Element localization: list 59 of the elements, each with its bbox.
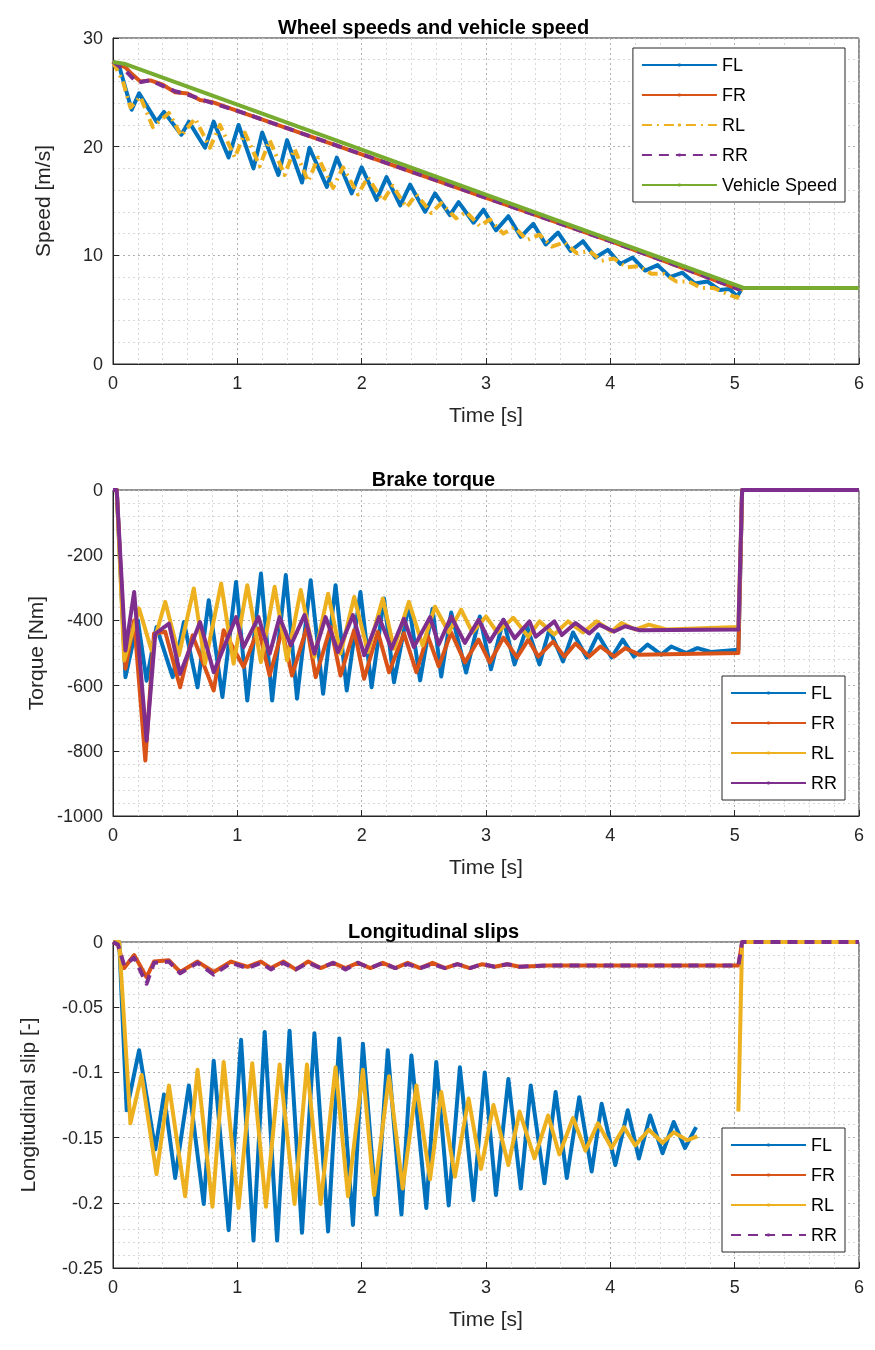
legend-label: FL [811,683,833,703]
x-tick-label: 5 [729,825,740,845]
y-tick-label: -1000 [56,806,103,826]
chart-title: Brake torque [371,468,496,490]
x-tick-label: 4 [605,825,616,845]
y-tick-label: -0.05 [61,997,103,1018]
y-tick-label: -0.25 [61,1258,103,1278]
y-tick-label: -0.1 [71,1062,103,1083]
legend-label: FL [811,1135,833,1155]
x-tick-label: 1 [232,1277,243,1297]
x-axis-title: Time [s] [449,1307,523,1330]
y-tick-label: -400 [66,610,103,631]
x-tick-label: 0 [107,825,119,845]
x-tick-label: 4 [605,373,616,393]
y-tick-label: -800 [66,740,103,761]
legend-label: FL [721,55,743,75]
y-tick-label: 0 [92,932,103,952]
x-tick-label: 3 [480,373,492,393]
x-tick-label: 6 [853,373,864,393]
legend-label: FR [721,85,746,105]
chart-title: Longitudinal slips [347,920,520,942]
chart-title: Wheel speeds and vehicle speed [277,16,590,38]
y-tick-label: 0 [92,480,103,500]
x-tick-label: 1 [232,373,243,393]
x-tick-label: 6 [853,1277,864,1297]
legend-label: RR [811,773,837,793]
legend-label: RR [811,1225,837,1245]
y-tick-label: -0.15 [61,1127,103,1148]
y-tick-label: 10 [82,245,103,266]
x-tick-label: 3 [480,825,492,845]
legend-label: Vehicle Speed [721,175,837,195]
y-tick-label: 30 [82,28,103,48]
y-axis-title: Longitudinal slip [-] [16,1017,39,1193]
y-tick-label: -0.2 [71,1192,103,1213]
x-tick-label: 6 [853,825,864,845]
x-tick-label: 5 [729,1277,740,1297]
legend-label: RR [721,145,748,165]
legend-label: RL [811,1195,835,1215]
x-tick-label: 3 [480,1277,492,1297]
legend-label: FR [811,713,835,733]
x-tick-label: 4 [605,1277,616,1297]
x-tick-label: 1 [232,825,243,845]
legend-label: FR [811,1165,835,1185]
legend-label: RL [721,115,745,135]
x-tick-label: 2 [356,1277,367,1297]
x-tick-label: 0 [107,1277,119,1297]
y-tick-label: 20 [82,136,103,157]
x-tick-label: 2 [356,373,367,393]
y-tick-label: -200 [66,545,103,566]
y-axis-title: Torque [Nm] [24,595,48,711]
x-tick-label: 5 [729,373,740,393]
x-tick-label: 0 [107,373,119,393]
y-tick-label: -600 [66,675,103,696]
x-axis-title: Time [s] [449,855,523,878]
x-tick-label: 2 [356,825,367,845]
x-axis-title: Time [s] [449,403,523,426]
y-tick-label: 0 [92,354,103,374]
y-axis-title: Speed [m/s] [31,144,54,258]
legend-label: RL [811,743,835,763]
